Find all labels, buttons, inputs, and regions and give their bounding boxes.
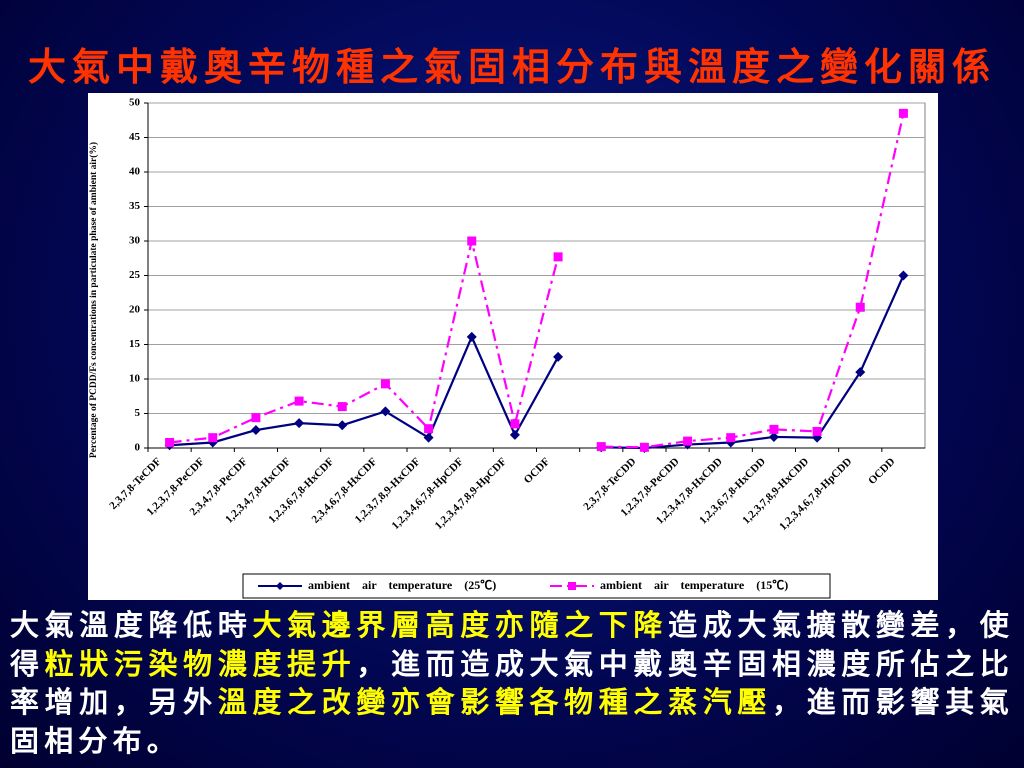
point [553, 252, 563, 262]
point [855, 367, 866, 378]
y-tick-label: 10 [129, 373, 141, 385]
y-tick-label: 25 [129, 269, 141, 281]
body-text: 大氣溫度降低時 [10, 608, 253, 642]
legend-box [242, 573, 831, 599]
legend-marker [276, 582, 284, 590]
highlight-text: 溫度之改變亦會影響各物種之蒸汽壓 [217, 685, 772, 719]
y-tick-label: 15 [129, 338, 141, 350]
point [898, 108, 908, 118]
point [898, 270, 909, 281]
point [337, 402, 347, 412]
y-tick-label: 20 [129, 304, 141, 316]
y-axis-label: Percentage of PCDD/Fs concentrations in … [88, 142, 99, 458]
point [337, 420, 348, 431]
point [553, 351, 564, 362]
body-text: 造成大氣擴散變差，使得 [10, 608, 1014, 681]
body-text: ，進而造成大氣中戴奧辛固相濃度所佔之比率增加，另外 [10, 646, 1014, 720]
chart: Percentage of PCDD/Fs concentrations in … [88, 93, 938, 600]
y-tick-label: 5 [135, 407, 141, 419]
legend-label: ambient air temperature (25℃) [308, 578, 496, 592]
chart-background [88, 93, 938, 600]
series-line [169, 113, 905, 449]
highlight-text: 粒狀污染物濃度提升 [44, 646, 357, 681]
point [380, 406, 391, 417]
point [726, 433, 736, 443]
series-line [169, 275, 905, 450]
point [251, 413, 261, 423]
point [812, 426, 822, 436]
point [165, 437, 175, 447]
slide-title: 大氣中戴奧辛物種之氣固相分布與溫度之變化關係 [27, 44, 996, 89]
point [596, 442, 606, 452]
point [467, 236, 477, 246]
point [509, 429, 520, 440]
legend-label: ambient air temperature (15℃) [600, 578, 788, 592]
body-text: ，進而影響其氣固相分布。 [10, 685, 1014, 758]
point [510, 419, 520, 429]
point [683, 436, 693, 446]
y-tick-label: 50 [129, 97, 141, 109]
y-tick-label: 35 [129, 200, 141, 212]
point [855, 302, 865, 312]
point [380, 379, 390, 389]
y-tick-label: 45 [129, 131, 141, 143]
point [250, 425, 261, 436]
point [294, 418, 305, 429]
point [639, 442, 649, 452]
y-tick-label: 40 [129, 166, 141, 178]
point [768, 431, 779, 442]
point [423, 432, 434, 443]
y-tick-label: 0 [135, 442, 141, 454]
point [769, 424, 779, 434]
point [424, 424, 434, 434]
paragraph: 大氣溫度降低時大氣邊界層高度亦隨之下降造成大氣擴散變差，使得粒狀污染物濃度提升，… [10, 606, 1014, 760]
highlight-text: 大氣邊界層高度亦隨之下降 [252, 608, 669, 642]
legend-marker [568, 582, 576, 590]
point [208, 433, 218, 443]
point [294, 396, 304, 406]
point [466, 331, 477, 342]
y-tick-label: 30 [129, 235, 141, 247]
